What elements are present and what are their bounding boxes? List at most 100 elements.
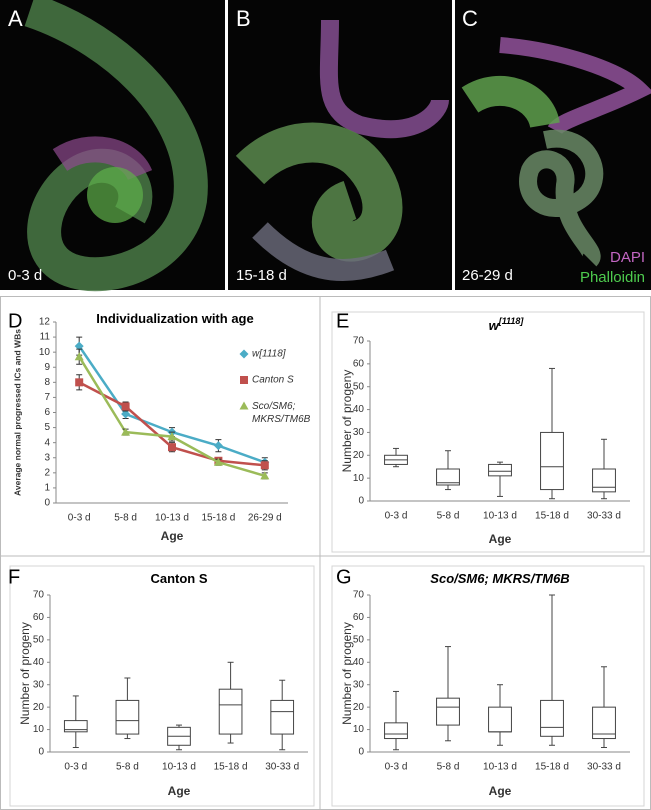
title-text: Individualization with age bbox=[96, 311, 253, 326]
box bbox=[436, 697, 460, 726]
x-axis-label: Age bbox=[168, 784, 191, 798]
y-tick-label: 5 bbox=[44, 422, 50, 433]
y-tick-label: 50 bbox=[353, 634, 365, 645]
x-tick-label: 15-18 d bbox=[535, 762, 569, 773]
box bbox=[63, 720, 88, 733]
panel-letter: E bbox=[336, 310, 349, 332]
marker bbox=[168, 443, 176, 452]
marker bbox=[121, 402, 130, 411]
title-text: w bbox=[489, 318, 500, 333]
x-tick-label: 15-18 d bbox=[535, 511, 569, 522]
y-tick-label: 10 bbox=[33, 724, 45, 735]
tissue bbox=[52, 136, 153, 182]
y-axis-label: Number of progeny bbox=[340, 622, 354, 725]
y-tick-label: 0 bbox=[358, 496, 364, 507]
box bbox=[436, 468, 460, 486]
y-tick-label: 60 bbox=[353, 612, 365, 623]
y-tick-label: 30 bbox=[353, 427, 365, 438]
y-axis-label: Number of progeny bbox=[340, 370, 354, 473]
image-c: C 26-29 d DAPI Phalloidin bbox=[455, 0, 651, 290]
image-b: B 15-18 d bbox=[228, 0, 452, 290]
x-tick-label: 26-29 d bbox=[248, 513, 282, 524]
marker bbox=[240, 376, 248, 384]
y-tick-label: 20 bbox=[353, 450, 365, 461]
image-label: 26-29 d bbox=[462, 267, 513, 284]
marker bbox=[74, 341, 84, 351]
x-tick-label: 10-13 d bbox=[483, 511, 517, 522]
box bbox=[115, 699, 140, 735]
x-tick-label: 5-8 d bbox=[114, 513, 137, 524]
panel-letter: A bbox=[8, 6, 23, 31]
tissue bbox=[235, 122, 403, 262]
chart-frame bbox=[331, 565, 645, 807]
y-tick-label: 70 bbox=[33, 590, 45, 601]
x-tick-label: 0-3 d bbox=[68, 513, 91, 524]
tissue bbox=[24, 0, 208, 292]
chart-frame bbox=[9, 565, 315, 807]
stain-label: DAPI bbox=[610, 249, 645, 266]
box bbox=[540, 699, 564, 737]
marker bbox=[121, 427, 131, 436]
y-tick-label: 50 bbox=[353, 381, 365, 392]
box bbox=[270, 699, 295, 735]
x-tick-label: 10-13 d bbox=[483, 762, 517, 773]
y-tick-label: 7 bbox=[44, 392, 50, 403]
box bbox=[488, 706, 512, 733]
y-tick-label: 10 bbox=[353, 473, 365, 484]
marker bbox=[167, 432, 177, 441]
y-tick-label: 40 bbox=[353, 404, 365, 415]
x-tick-label: 10-13 d bbox=[155, 513, 189, 524]
y-tick-label: 30 bbox=[33, 679, 45, 690]
y-tick-label: 20 bbox=[353, 702, 365, 713]
marker bbox=[260, 471, 270, 480]
x-tick-label: 0-3 d bbox=[64, 762, 87, 773]
y-tick-label: 12 bbox=[39, 317, 51, 328]
tissue bbox=[319, 19, 449, 139]
tissue bbox=[499, 37, 651, 136]
y-tick-label: 8 bbox=[44, 377, 50, 388]
y-tick-label: 60 bbox=[353, 358, 365, 369]
tissue bbox=[461, 76, 560, 129]
y-tick-label: 10 bbox=[39, 347, 51, 358]
x-tick-label: 15-18 d bbox=[214, 762, 248, 773]
y-tick-label: 0 bbox=[38, 747, 44, 758]
y-tick-label: 4 bbox=[44, 437, 50, 448]
y-tick-label: 6 bbox=[44, 407, 50, 418]
y-tick-label: 30 bbox=[353, 679, 365, 690]
x-tick-label: 30-33 d bbox=[265, 762, 299, 773]
title-text: Canton S bbox=[150, 571, 207, 586]
panel-letter: D bbox=[8, 310, 22, 332]
image-label: 0-3 d bbox=[8, 267, 42, 284]
title-text: Sco/SM6; MKRS/TM6B bbox=[430, 571, 569, 586]
title-superscript: [1118] bbox=[498, 316, 525, 326]
chart-title: Sco/SM6; MKRS/TM6B bbox=[430, 571, 569, 586]
y-tick-label: 0 bbox=[44, 498, 50, 509]
tissue bbox=[87, 167, 143, 223]
box bbox=[488, 463, 512, 477]
x-tick-label: 15-18 d bbox=[201, 513, 235, 524]
legend-line: Sco/SM6; bbox=[252, 401, 296, 412]
y-tick-label: 40 bbox=[353, 657, 365, 668]
panel-letter: F bbox=[8, 566, 20, 588]
stain-label: Phalloidin bbox=[580, 269, 645, 286]
x-tick-label: 0-3 d bbox=[385, 762, 408, 773]
y-tick-label: 2 bbox=[44, 467, 50, 478]
legend-label: Canton S bbox=[252, 375, 294, 386]
marker bbox=[74, 352, 84, 361]
x-tick-label: 10-13 d bbox=[162, 762, 196, 773]
tissue bbox=[519, 129, 604, 267]
panel-letter: C bbox=[462, 6, 478, 31]
y-tick-label: 1 bbox=[44, 483, 50, 494]
box bbox=[218, 688, 243, 735]
y-axis-label: Average normal progressed ICs and WBs bbox=[12, 329, 22, 496]
y-axis-label: Number of progeny bbox=[18, 622, 32, 725]
x-tick-label: 5-8 d bbox=[116, 762, 139, 773]
y-tick-label: 0 bbox=[358, 747, 364, 758]
image-label: 15-18 d bbox=[236, 267, 287, 284]
x-tick-label: 5-8 d bbox=[437, 511, 460, 522]
marker bbox=[239, 349, 249, 359]
legend-label: Sco/SM6; MKRS/TM6B bbox=[252, 401, 311, 425]
box bbox=[384, 722, 408, 740]
x-tick-label: 30-33 d bbox=[587, 511, 621, 522]
